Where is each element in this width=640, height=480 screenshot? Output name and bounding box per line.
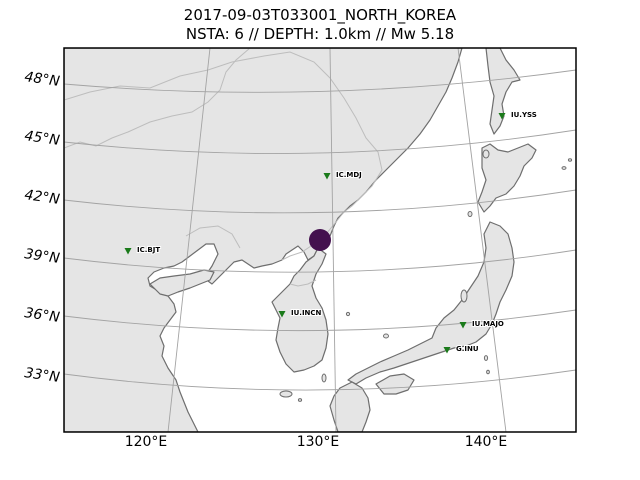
station-triangle-icon xyxy=(459,322,467,329)
station-triangle-icon xyxy=(124,248,132,255)
land-sado xyxy=(460,289,468,303)
station-g-inu[interactable]: G.INU xyxy=(443,344,480,354)
meridian-line xyxy=(167,48,211,432)
plot-title-line2: NSTA: 6 // DEPTH: 1.0km // Mw 5.18 xyxy=(185,25,455,43)
station-label: IU.YSS xyxy=(511,111,537,119)
station-label: IU.MAJO xyxy=(472,320,504,328)
station-layer: IU.YSS IC.MDJ IC.BJT IU.INCN IU.MAJO G.INU xyxy=(124,110,538,354)
land-kuril-islet xyxy=(567,158,573,162)
station-triangle-icon xyxy=(498,113,506,120)
station-label: IU.INCN xyxy=(291,309,322,317)
lon-label: 120°E xyxy=(125,434,168,450)
lat-label: 33°N xyxy=(23,365,61,386)
land-korea xyxy=(271,247,329,373)
land-shikoku xyxy=(375,373,415,395)
map-frame xyxy=(63,47,577,433)
station-label: IC.BJT xyxy=(137,246,160,254)
land-islet xyxy=(297,398,303,402)
land-jeju xyxy=(279,390,293,398)
station-triangle-icon xyxy=(278,311,286,318)
parallel-line xyxy=(64,69,576,93)
lon-label: 130°E xyxy=(297,434,340,450)
graticule xyxy=(64,48,576,432)
station-label: IC.MDJ xyxy=(336,171,362,179)
lat-label: 45°N xyxy=(23,128,61,149)
land-kuril-islet xyxy=(561,166,567,170)
lat-label: 42°N xyxy=(23,187,61,208)
lat-label: 36°N xyxy=(23,305,61,326)
land-tsushima xyxy=(321,373,327,383)
land-izu-islet xyxy=(486,369,490,375)
lat-label: 48°N xyxy=(23,69,61,90)
station-triangle-icon xyxy=(323,173,331,180)
station-ic-mdj[interactable]: IC.MDJ xyxy=(323,170,363,180)
land-rishiri xyxy=(482,149,490,159)
land-oki xyxy=(383,333,389,339)
border-beijing-province xyxy=(185,225,241,249)
land-izu-islet xyxy=(483,355,489,361)
parallel-line xyxy=(64,309,576,332)
land-kyushu xyxy=(329,381,371,432)
station-iu-yss[interactable]: IU.YSS xyxy=(498,110,538,120)
longitude-labels: 120°E 130°E 140°E xyxy=(125,434,508,450)
station-triangle-icon xyxy=(443,347,451,354)
plot-title-line1: 2017-09-03T033001_NORTH_KOREA xyxy=(183,6,457,24)
parallel-line xyxy=(64,189,576,214)
meridian-line xyxy=(329,48,337,432)
meridian-line xyxy=(457,48,507,432)
border-korea-dmz xyxy=(289,279,317,287)
land-shandong xyxy=(149,269,215,297)
lon-label: 140°E xyxy=(465,434,508,450)
land-okushiri xyxy=(467,211,473,217)
station-ic-bjt[interactable]: IC.BJT xyxy=(124,245,161,255)
parallel-line xyxy=(64,129,576,154)
land-ulleungdo xyxy=(345,311,351,317)
lat-label: 39°N xyxy=(23,246,61,267)
land-sakhalin xyxy=(485,48,521,135)
parallel-line xyxy=(64,369,576,391)
parallel-line xyxy=(64,249,576,273)
land-honshu xyxy=(347,221,515,385)
latitude-labels: 48°N 45°N 42°N 39°N 36°N 33°N xyxy=(23,69,61,386)
border-china-mongolia xyxy=(64,48,251,149)
map-area xyxy=(64,48,576,432)
station-iu-incn[interactable]: IU.INCN xyxy=(278,308,323,318)
border-china-russia xyxy=(64,51,383,213)
station-iu-majo[interactable]: IU.MAJO xyxy=(459,319,505,329)
event-marker[interactable] xyxy=(309,229,331,251)
land-hokkaido xyxy=(477,143,537,213)
station-label: G.INU xyxy=(456,345,479,353)
